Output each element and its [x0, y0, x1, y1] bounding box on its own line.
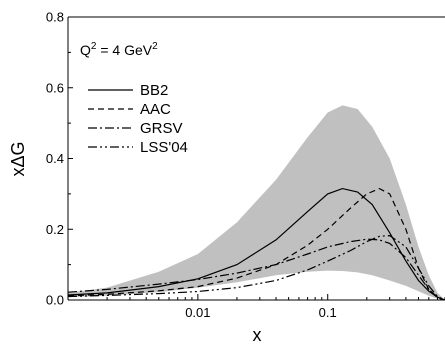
y-tick-label: 0.6 [46, 80, 64, 95]
annotation-mid: = 4 GeV [96, 42, 152, 58]
x-tick-label: 0.01 [185, 305, 210, 320]
legend-label: AAC [140, 101, 171, 118]
legend-label: GRSV [140, 120, 183, 137]
x-axis-title: x [253, 325, 262, 345]
annotation-main: Q [80, 42, 91, 58]
x-tick-label: 0.1 [319, 305, 337, 320]
legend-label: BB2 [140, 82, 168, 99]
annotation-sup-1: 2 [91, 41, 97, 52]
annotation-sup-2: 2 [152, 41, 158, 52]
legend-label: LSS'04 [140, 139, 188, 156]
series-line-1 [68, 187, 445, 300]
y-axis-title: xΔG [8, 141, 28, 176]
y-tick-label: 0.4 [46, 151, 64, 166]
series-line-4 [68, 234, 445, 300]
series-line-2 [68, 187, 445, 300]
uncertainty-band [68, 105, 445, 300]
y-tick-label: 0.0 [46, 293, 64, 308]
annotation: Q2 = 4 GeV2 [80, 41, 158, 58]
legend: BB2 AAC GRSV LSS'04 [88, 82, 188, 156]
series-line-3 [68, 238, 445, 300]
y-tick-label: 0.8 [46, 10, 64, 25]
y-tick-label: 0.2 [46, 222, 64, 237]
